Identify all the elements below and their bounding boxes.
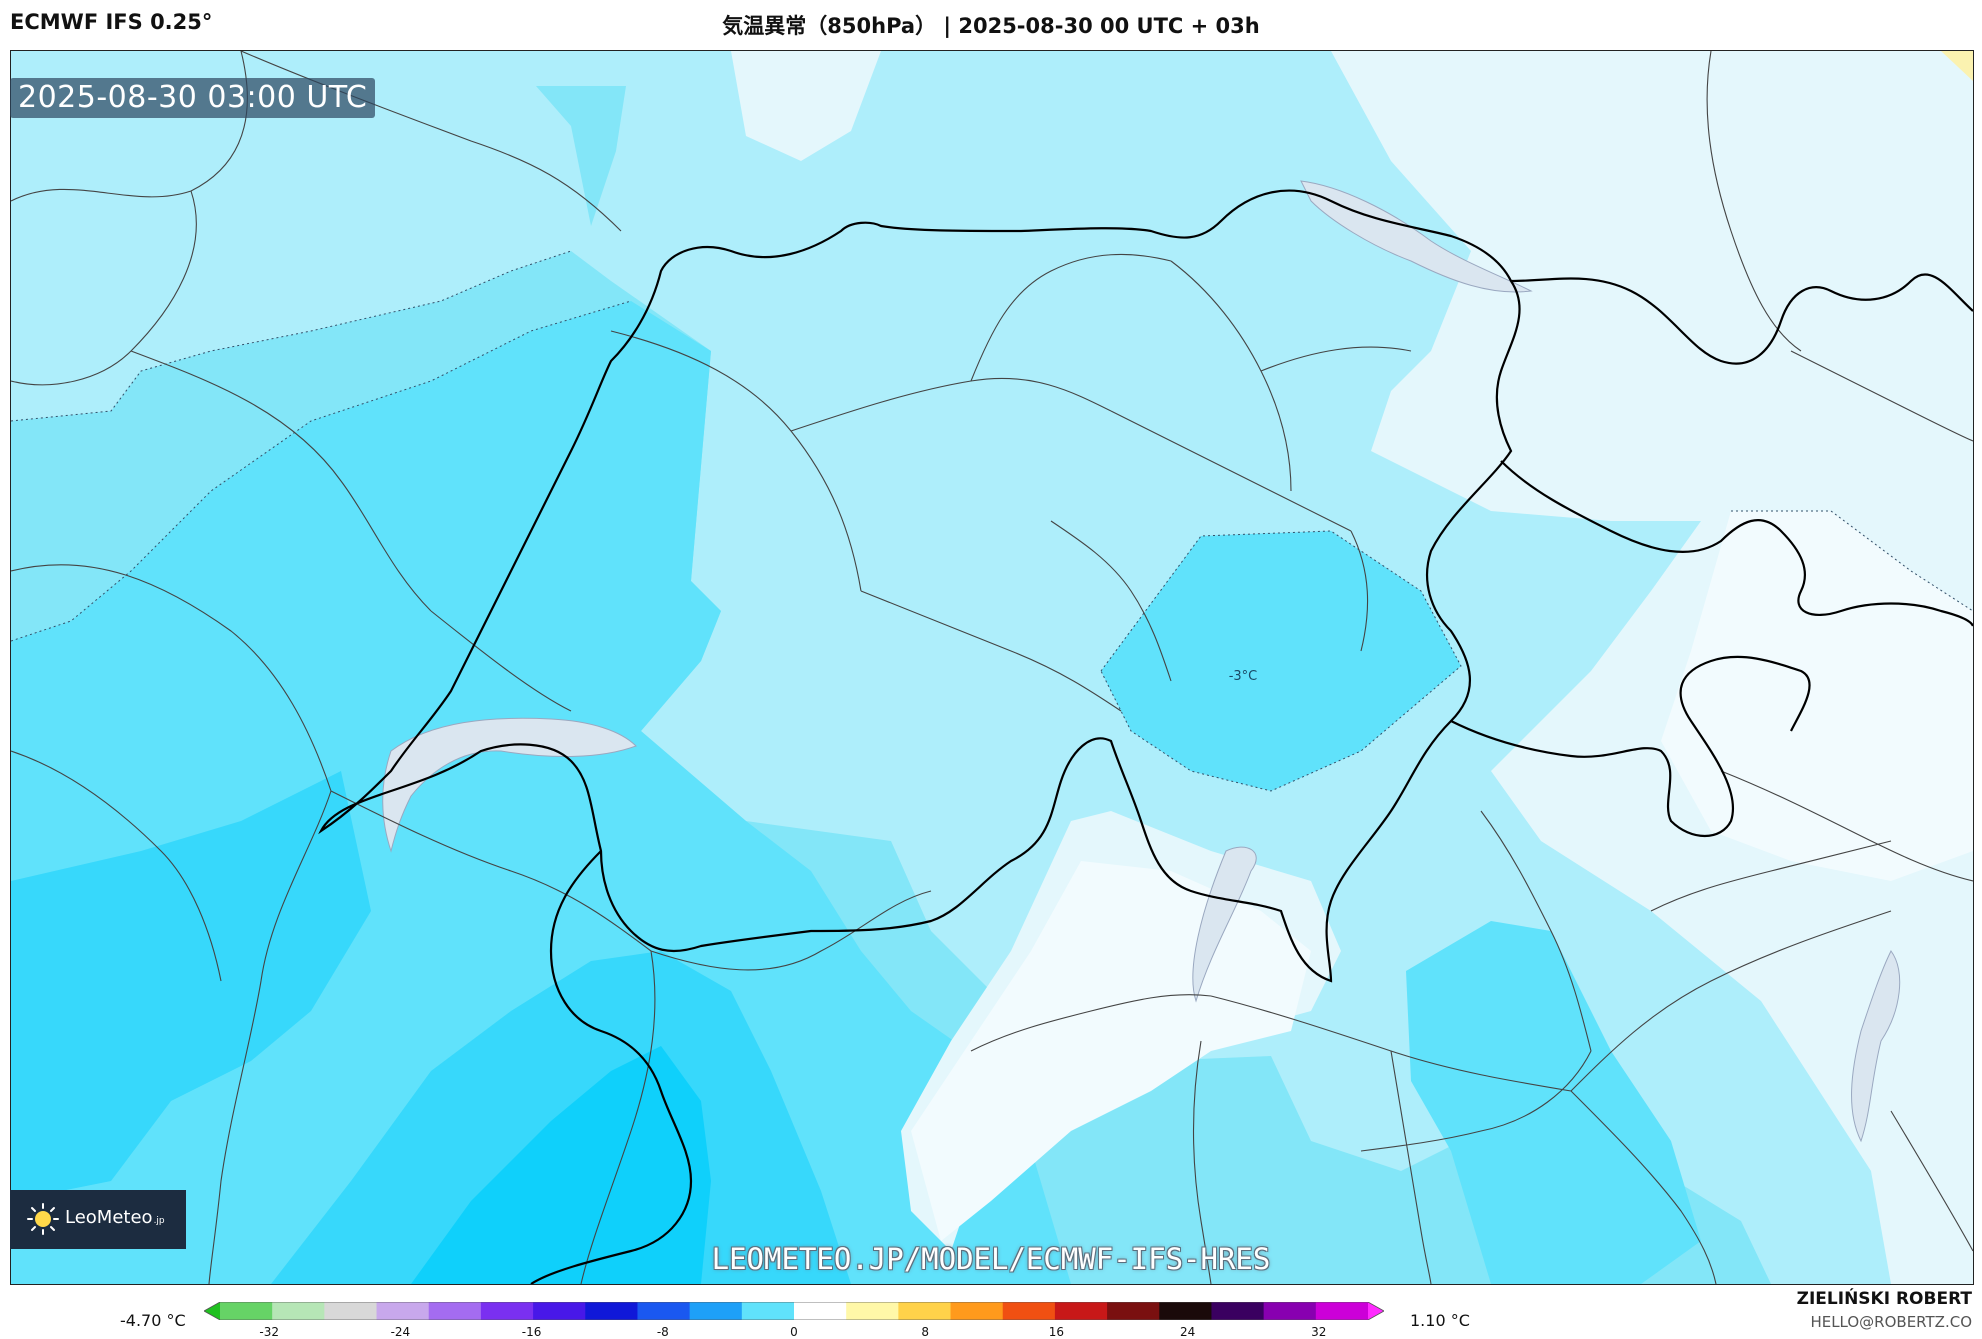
colorbar-swatch xyxy=(1054,1302,1108,1320)
contour-lines xyxy=(11,250,1973,792)
colorbar-max-label: 1.10 °C xyxy=(1410,1311,1470,1330)
anomaly-region-minus1-north xyxy=(536,86,626,226)
colorbar-swatch xyxy=(533,1302,586,1320)
border-austria-germany xyxy=(1510,273,1973,365)
lake-constance xyxy=(1300,180,1533,293)
colorbar-swatch xyxy=(1159,1302,1213,1320)
colorbar-swatch xyxy=(741,1302,795,1320)
colorbar-swatch xyxy=(689,1302,743,1320)
border-swiss xyxy=(318,189,1521,983)
colorbar-tick-label: 32 xyxy=(1311,1325,1327,1339)
model-name: ECMWF IFS 0.25° xyxy=(10,10,213,34)
anomaly-region-minus4-south xyxy=(411,1046,711,1284)
sun-icon xyxy=(27,1203,59,1235)
colorbar-swatch xyxy=(480,1302,534,1320)
colorbar-swatch xyxy=(1002,1302,1056,1320)
colorbar-swatch xyxy=(204,1302,220,1320)
colorbar-tick-label: -32 xyxy=(259,1325,279,1339)
contour-line-center xyxy=(1100,530,1462,792)
contour-line-minus2 xyxy=(11,300,632,642)
watermark-url: LEOMETEO.JP/MODEL/ECMWF-IFS-HRES xyxy=(711,1242,1271,1276)
anomaly-region-minus3-west xyxy=(11,771,371,1201)
author-email[interactable]: HELLO@ROBERTZ.CO xyxy=(1810,1313,1972,1331)
colorbar-swatch xyxy=(376,1302,430,1320)
author-name: ZIELIŃSKI ROBERT xyxy=(1796,1289,1972,1309)
border-austria-italy xyxy=(1500,460,1973,627)
colorbar-swatch xyxy=(1107,1302,1160,1320)
colorbar-swatch xyxy=(794,1302,847,1320)
colorbar-tick-label: -8 xyxy=(656,1325,669,1339)
lake-maggiore xyxy=(1192,846,1257,1003)
colorbar-swatch xyxy=(585,1302,639,1320)
colorbar-swatch xyxy=(220,1302,273,1320)
colorbar-swatch xyxy=(1315,1302,1369,1320)
anomaly-region-pale-north xyxy=(731,51,881,161)
anomaly-region-minus2-center xyxy=(1101,531,1461,791)
lake-leman xyxy=(382,717,637,853)
colorbar-swatch xyxy=(272,1302,325,1320)
colorbar-swatch xyxy=(1263,1302,1317,1320)
contour-line-east xyxy=(1731,510,1973,612)
colorbar-tick-label: -16 xyxy=(521,1325,542,1339)
leometeo-logo[interactable]: LeoMeteo.jp xyxy=(10,1190,186,1249)
colorbar-swatch xyxy=(428,1302,482,1320)
lake-garda xyxy=(1851,950,1901,1143)
colorbar-tick-label: 8 xyxy=(921,1325,930,1339)
colorbar-tick-label: 0 xyxy=(790,1325,798,1339)
border-italy-slovenia xyxy=(1450,655,1811,837)
colorbar-tick-label: -24 xyxy=(390,1325,411,1339)
border-france-italy xyxy=(530,850,693,1284)
anomaly-fill xyxy=(11,51,1973,1284)
colorbar-swatch xyxy=(846,1302,899,1320)
colorbar-min-label: -4.70 °C xyxy=(120,1311,186,1330)
colorbar-swatch xyxy=(1211,1302,1265,1320)
colorbar-tick-label: 16 xyxy=(1048,1325,1065,1339)
logo-suffix: .jp xyxy=(153,1216,165,1226)
anomaly-region-minus2-east xyxy=(1406,921,1701,1284)
colorbar-swatch xyxy=(950,1302,1004,1320)
anomaly-region-pale-northeast xyxy=(1331,51,1973,1284)
admin-borders xyxy=(11,51,1973,1284)
colorbar xyxy=(204,1302,1384,1320)
colorbar-swatch xyxy=(637,1302,691,1320)
colorbar-swatch xyxy=(898,1302,952,1320)
logo-text: LeoMeteo xyxy=(65,1207,153,1228)
chart-title: 気温異常（850hPa） | 2025-08-30 00 UTC + 03h xyxy=(722,14,1260,38)
lakes xyxy=(382,180,1901,1143)
yellow-corner xyxy=(1941,51,1973,81)
colorbar-tick-label: 24 xyxy=(1179,1325,1196,1339)
map-canvas: -3°C xyxy=(11,51,1973,1284)
colorbar-swatch xyxy=(1368,1302,1384,1320)
national-borders xyxy=(318,189,1973,1284)
colorbar-swatches xyxy=(204,1302,1384,1320)
valid-time-badge: 2025-08-30 03:00 UTC xyxy=(10,78,376,118)
map-frame: -3°C xyxy=(10,50,1974,1285)
colorbar-swatch xyxy=(324,1302,378,1320)
contour-label: -3°C xyxy=(1229,669,1258,684)
